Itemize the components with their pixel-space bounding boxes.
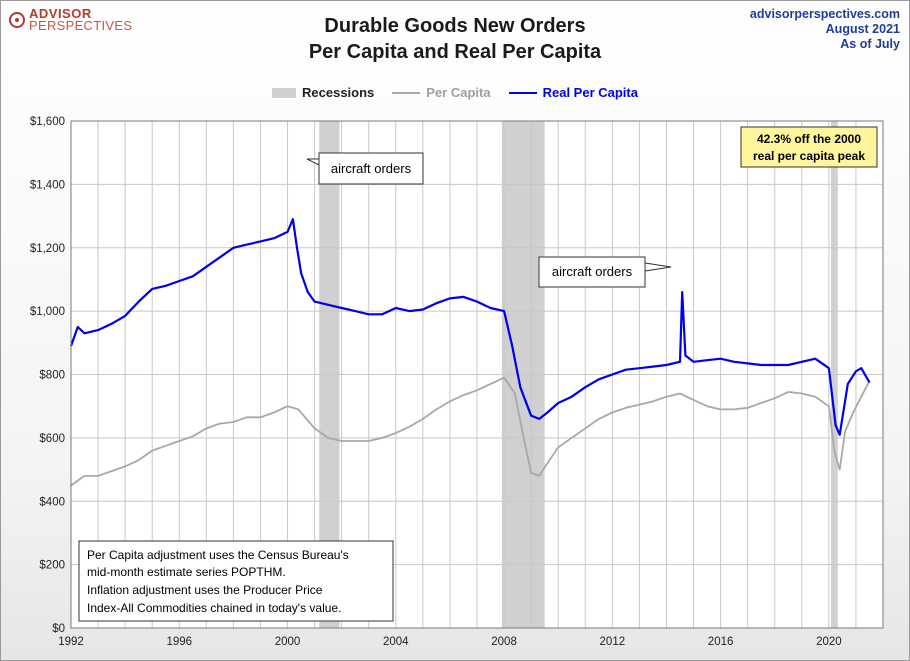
- per-capita-line: [70, 376, 871, 487]
- peak-annotation: 42.3% off the 2000 real per capita peak: [740, 126, 878, 168]
- callout-text: aircraft orders: [331, 161, 412, 176]
- x-axis-labels: 1992 1996 2000 2004 2008 2012 2016 2020: [58, 636, 841, 648]
- y-tick-label: $600: [39, 433, 65, 445]
- x-tick-label: 2004: [383, 636, 409, 648]
- advisor-perspectives-logo: ADVISOR PERSPECTIVES: [9, 6, 133, 33]
- legend-label-recessions: Recessions: [302, 85, 375, 100]
- legend-swatch-recessions: [272, 87, 297, 98]
- peak-annotation-line-2: real per capita peak: [753, 149, 865, 163]
- chart-subtitle: Per Capita and Real Per Capita: [308, 41, 602, 63]
- legend-label-per-capita: Per Capita: [426, 85, 491, 100]
- source-url: advisorperspectives.com: [749, 7, 900, 21]
- callout-aircraft-orders-2014: aircraft orders: [538, 256, 672, 288]
- logo-circle-icon: [9, 12, 25, 28]
- note-line-1: Per Capita adjustment uses the Census Bu…: [87, 548, 349, 562]
- y-axis-labels: $0 $200 $400 $600 $800 $1,000 $1,200 $1,400 $1,6…: [30, 116, 65, 635]
- chart-title-block: Durable Goods New Orders Per Capita and …: [1, 13, 909, 65]
- legend-item-real-per-capita: Real Per Capita: [508, 85, 638, 100]
- y-tick-label: $1,400: [30, 179, 65, 191]
- x-tick-label: 2008: [491, 636, 517, 648]
- source-asof: As of July: [840, 37, 900, 51]
- y-tick-label: $800: [39, 370, 65, 382]
- y-tick-label: $200: [39, 560, 65, 572]
- x-tick-label: 1992: [58, 636, 84, 648]
- legend-label-real-per-capita: Real Per Capita: [542, 85, 638, 100]
- note-line-2: mid-month estimate series POPTHM.: [87, 565, 286, 579]
- callout-box: [538, 256, 646, 288]
- y-tick-label: $1,600: [30, 116, 65, 128]
- logo-line-2: PERSPECTIVES: [29, 18, 133, 33]
- source-block: advisorperspectives.com August 2021 As o…: [750, 7, 900, 52]
- series-lines: [69, 218, 871, 487]
- methodology-note-box: [78, 540, 394, 622]
- gridlines: [70, 120, 884, 629]
- legend-swatch-per-capita: [392, 91, 421, 94]
- legend-swatch-real-per-capita: [508, 91, 537, 94]
- note-line-3: Inflation adjustment uses the Producer P…: [87, 583, 323, 597]
- legend-item-recessions: Recessions: [272, 85, 374, 100]
- y-tick-label: $1,000: [30, 306, 65, 318]
- callout-aircraft-orders-2001: aircraft orders: [306, 152, 424, 185]
- real-per-capita-line: [69, 218, 871, 436]
- legend-item-per-capita: Per Capita: [392, 85, 491, 100]
- callout-box: [318, 152, 424, 185]
- note-line-4: Index-All Commodities chained in today's…: [87, 601, 341, 615]
- plot-border: [70, 120, 884, 629]
- x-tick-label: 2016: [708, 636, 734, 648]
- y-tick-label: $0: [52, 623, 65, 635]
- chart-title: Durable Goods New Orders: [324, 15, 586, 37]
- y-tick-label: $1,200: [30, 243, 65, 255]
- x-tick-label: 1996: [166, 636, 192, 648]
- peak-annotation-line-1: 42.3% off the 2000: [757, 132, 861, 146]
- y-tick-label: $400: [39, 496, 65, 508]
- methodology-note: Per Capita adjustment uses the Census Bu…: [78, 540, 394, 622]
- logo-line-1: ADVISOR: [29, 6, 92, 21]
- chart-legend: Recessions Per Capita Real Per Capita: [1, 85, 909, 100]
- source-date: August 2021: [825, 22, 900, 36]
- x-tick-label: 2012: [600, 636, 626, 648]
- x-tick-label: 2000: [275, 636, 301, 648]
- x-tick-label: 2020: [816, 636, 842, 648]
- peak-annotation-box: [740, 126, 878, 168]
- callout-text: aircraft orders: [552, 264, 633, 279]
